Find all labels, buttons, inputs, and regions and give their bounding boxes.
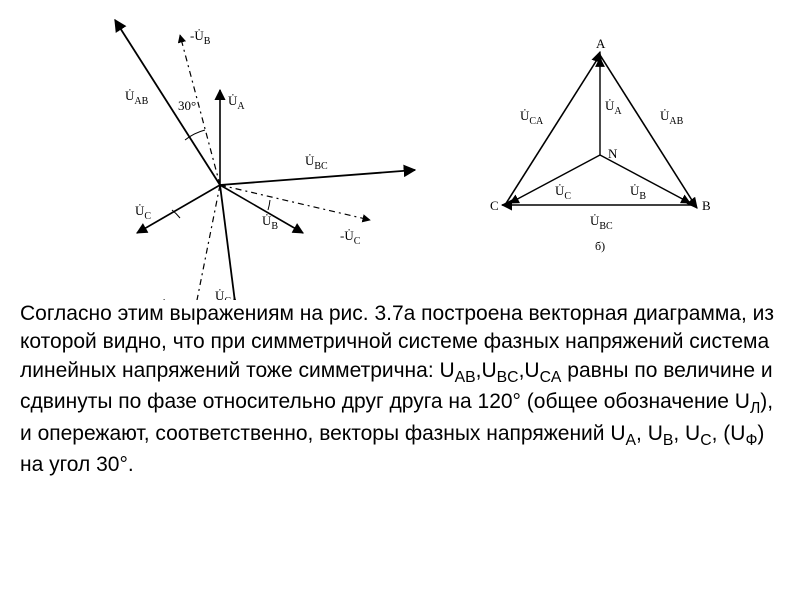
svg-text:U̇C: U̇C bbox=[135, 203, 151, 222]
para-text: ,U bbox=[519, 359, 540, 382]
svg-text:U̇AB: U̇AB bbox=[125, 88, 149, 107]
svg-text:U̇B: U̇B bbox=[262, 213, 278, 232]
para-text: , U bbox=[673, 422, 700, 445]
para-sub: AB bbox=[455, 369, 476, 386]
description-paragraph: Согласно этим выражениям на рис. 3.7а по… bbox=[20, 300, 780, 479]
para-sub: B bbox=[663, 432, 674, 449]
para-text: ,U bbox=[476, 359, 497, 382]
svg-text:U̇A: U̇A bbox=[605, 98, 622, 117]
para-sub: BC bbox=[497, 369, 519, 386]
svg-text:U̇B: U̇B bbox=[630, 183, 646, 202]
para-sub: CA bbox=[540, 369, 562, 386]
diagram-a: 30° U̇AB -U̇B U̇A U̇BC -U̇C U̇B U̇C -U̇A… bbox=[115, 20, 415, 300]
svg-text:-U̇B: -U̇B bbox=[190, 28, 211, 47]
svg-text:б): б) bbox=[595, 239, 605, 253]
svg-text:U̇C: U̇C bbox=[555, 183, 571, 202]
para-sub: Л bbox=[750, 400, 760, 417]
svg-text:B: B bbox=[702, 198, 711, 213]
svg-text:U̇CA: U̇CA bbox=[520, 108, 544, 127]
vector-diagram-svg: 30° U̇AB -U̇B U̇A U̇BC -U̇C U̇B U̇C -U̇A… bbox=[0, 0, 800, 300]
svg-text:30°: 30° bbox=[178, 98, 196, 113]
svg-text:U̇A: U̇A bbox=[228, 93, 245, 112]
svg-text:N: N bbox=[608, 146, 618, 161]
diagram-b: A B C N U̇A U̇B U̇C U̇AB U̇BC U̇CA б) bbox=[490, 36, 711, 253]
svg-text:A: A bbox=[596, 36, 606, 51]
svg-text:U̇BC: U̇BC bbox=[590, 213, 613, 232]
svg-text:U̇BC: U̇BC bbox=[305, 153, 328, 172]
diagrams: 30° U̇AB -U̇B U̇A U̇BC -U̇C U̇B U̇C -U̇A… bbox=[0, 0, 800, 300]
svg-text:C: C bbox=[490, 198, 499, 213]
svg-text:-U̇C: -U̇C bbox=[340, 228, 361, 247]
svg-text:U̇AB: U̇AB bbox=[660, 108, 684, 127]
svg-text:U̇CA: U̇CA bbox=[215, 288, 239, 300]
para-sub: C bbox=[700, 432, 711, 449]
para-sub: Ф bbox=[745, 432, 757, 449]
para-text: , U bbox=[636, 422, 663, 445]
para-text: , (U bbox=[712, 422, 746, 445]
para-sub: A bbox=[626, 432, 637, 449]
